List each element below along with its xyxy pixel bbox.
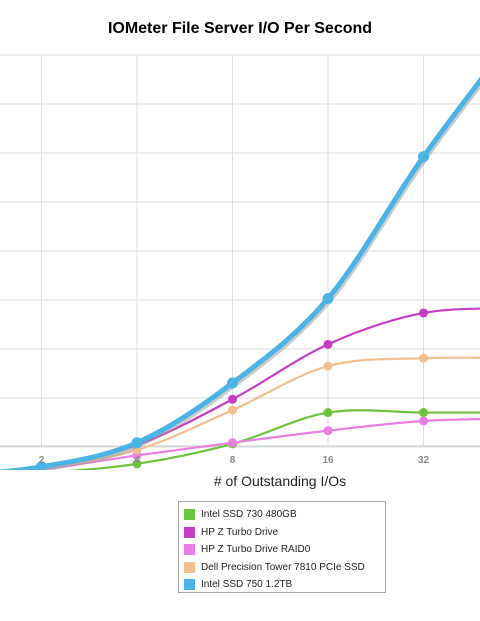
data-point (419, 308, 428, 318)
legend-swatch (184, 579, 195, 591)
legend-item: Intel SSD 730 480GB (184, 506, 380, 524)
legend-item: Intel SSD 750 1.2TB (184, 576, 380, 594)
data-point (323, 339, 333, 349)
data-point (228, 438, 237, 448)
legend-label: Intel SSD 750 1.2TB (201, 579, 293, 591)
data-point (323, 361, 333, 371)
legend-swatch (184, 561, 195, 573)
series-layer (0, 76, 480, 470)
data-point (131, 437, 143, 449)
chart-title: IOMeter File Server I/O Per Second (107, 20, 373, 37)
data-point (419, 408, 428, 418)
x-tick-label: 32 (418, 455, 430, 466)
data-point (323, 426, 333, 436)
legend: Intel SSD 730 480GB HP Z Turbo Drive HP Z … (178, 501, 386, 593)
legend-item: Dell Precision Tower 7810 PCIe SSD (184, 559, 380, 577)
legend-label: HP Z Turbo Drive RAID0 (201, 544, 311, 556)
legend-swatch (184, 526, 195, 538)
x-tick-label: 2 (39, 455, 45, 466)
data-point (322, 292, 334, 304)
line-chart: 2 4 8 16 32 (0, 54, 480, 470)
x-tick-label: 16 (322, 455, 334, 466)
data-point (418, 151, 429, 163)
data-point (228, 394, 237, 404)
data-point (36, 461, 47, 470)
data-point (419, 353, 428, 363)
data-point (419, 416, 428, 426)
x-tick-label: 4 (134, 455, 140, 466)
legend-label: HP Z Turbo Drive (201, 526, 279, 538)
legend-item: HP Z Turbo Drive (184, 524, 380, 542)
data-point (323, 408, 333, 418)
data-point (132, 459, 142, 469)
data-point (228, 405, 237, 415)
legend-label: Intel SSD 730 480GB (201, 509, 297, 521)
series-line (0, 76, 480, 470)
x-tick-label: 8 (230, 455, 236, 466)
legend-label: Dell Precision Tower 7810 PCIe SSD (201, 561, 365, 573)
legend-swatch (184, 509, 195, 521)
x-axis-ticks: 2 4 8 16 32 (39, 455, 430, 466)
legend-swatch (184, 544, 195, 556)
x-axis-label: # of Outstanding I/Os (213, 473, 347, 489)
data-point (227, 377, 238, 389)
grid (0, 54, 480, 448)
legend-item: HP Z Turbo Drive RAID0 (184, 541, 380, 559)
